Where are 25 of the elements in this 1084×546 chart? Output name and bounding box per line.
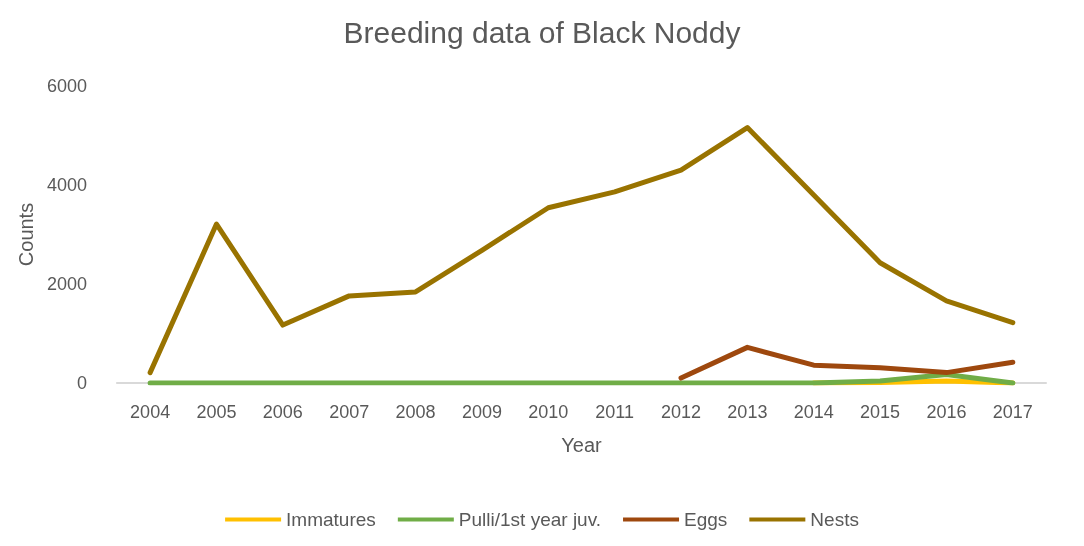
x-tick-label: 2017 bbox=[992, 402, 1033, 422]
x-tick-label: 2012 bbox=[660, 402, 702, 422]
x-tick-label: 2004 bbox=[130, 402, 171, 422]
y-tick-label: 4000 bbox=[46, 175, 87, 195]
y-tick-label: 2000 bbox=[46, 274, 87, 294]
y-tick-label: 0 bbox=[76, 373, 87, 393]
x-tick-label: 2011 bbox=[595, 402, 635, 422]
x-tick-label: 2006 bbox=[262, 402, 303, 422]
x-tick-label: 2009 bbox=[461, 402, 502, 422]
y-tick-label: 6000 bbox=[46, 76, 87, 96]
y-axis-title: Counts bbox=[15, 202, 37, 267]
x-tick-label: 2014 bbox=[793, 402, 834, 422]
legend-label: Immatures bbox=[286, 509, 376, 530]
x-tick-label: 2007 bbox=[329, 402, 370, 422]
chart-title: Breeding data of Black Noddy bbox=[343, 15, 741, 49]
legend-label: Nests bbox=[810, 509, 859, 530]
x-axis-title: Year bbox=[561, 434, 603, 456]
x-tick-label: 2013 bbox=[727, 402, 768, 422]
x-tick-label: 2016 bbox=[926, 402, 967, 422]
x-tick-label: 2005 bbox=[196, 402, 237, 422]
x-tick-label: 2015 bbox=[860, 402, 901, 422]
legend-label: Eggs bbox=[684, 509, 728, 530]
x-tick-label: 2010 bbox=[528, 402, 569, 422]
x-tick-label: 2008 bbox=[395, 402, 436, 422]
legend-label: Pulli/1st year juv. bbox=[458, 509, 602, 530]
